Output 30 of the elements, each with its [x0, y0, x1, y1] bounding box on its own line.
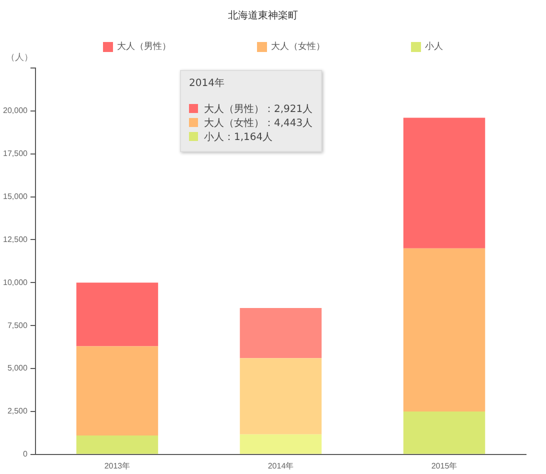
bar	[403, 411, 486, 454]
x-tick-label: 2013年	[104, 461, 130, 470]
legend-label: 大人（男性）	[117, 40, 171, 53]
annotation: 小人：1,164人	[204, 132, 273, 143]
annotation: 大人（女性）：4,443人	[204, 118, 313, 129]
annotation: 2014年	[189, 77, 226, 91]
y-axis-title: （人）	[6, 52, 33, 63]
y-tick-label: 7,500	[7, 320, 28, 330]
y-tick-label: 0	[23, 450, 28, 459]
chart-title: 北海道東神楽町	[228, 10, 298, 22]
bar	[240, 358, 322, 434]
bar	[76, 436, 158, 454]
bar	[76, 282, 158, 346]
x-tick-label: 2014年	[268, 461, 294, 470]
y-tick-label: 20,000	[3, 106, 28, 116]
y-tick-label: 17,500	[3, 149, 28, 158]
bar	[403, 248, 486, 412]
legend-label: 小人	[425, 40, 443, 53]
y-tick-label: 12,500	[3, 234, 28, 244]
legend-label: 大人（女性）	[271, 40, 325, 53]
bar	[76, 346, 158, 436]
bar	[240, 308, 322, 358]
bar	[240, 434, 322, 454]
y-tick-label: 5,000	[7, 364, 28, 373]
y-tick-label: 15,000	[3, 192, 28, 202]
annotation: 大人（男性）：2,921人	[204, 104, 313, 115]
bar	[403, 118, 486, 248]
x-tick-label: 2015年	[431, 461, 458, 470]
y-tick-label: 2,500	[7, 406, 28, 416]
y-tick-label: 10,000	[3, 278, 28, 287]
